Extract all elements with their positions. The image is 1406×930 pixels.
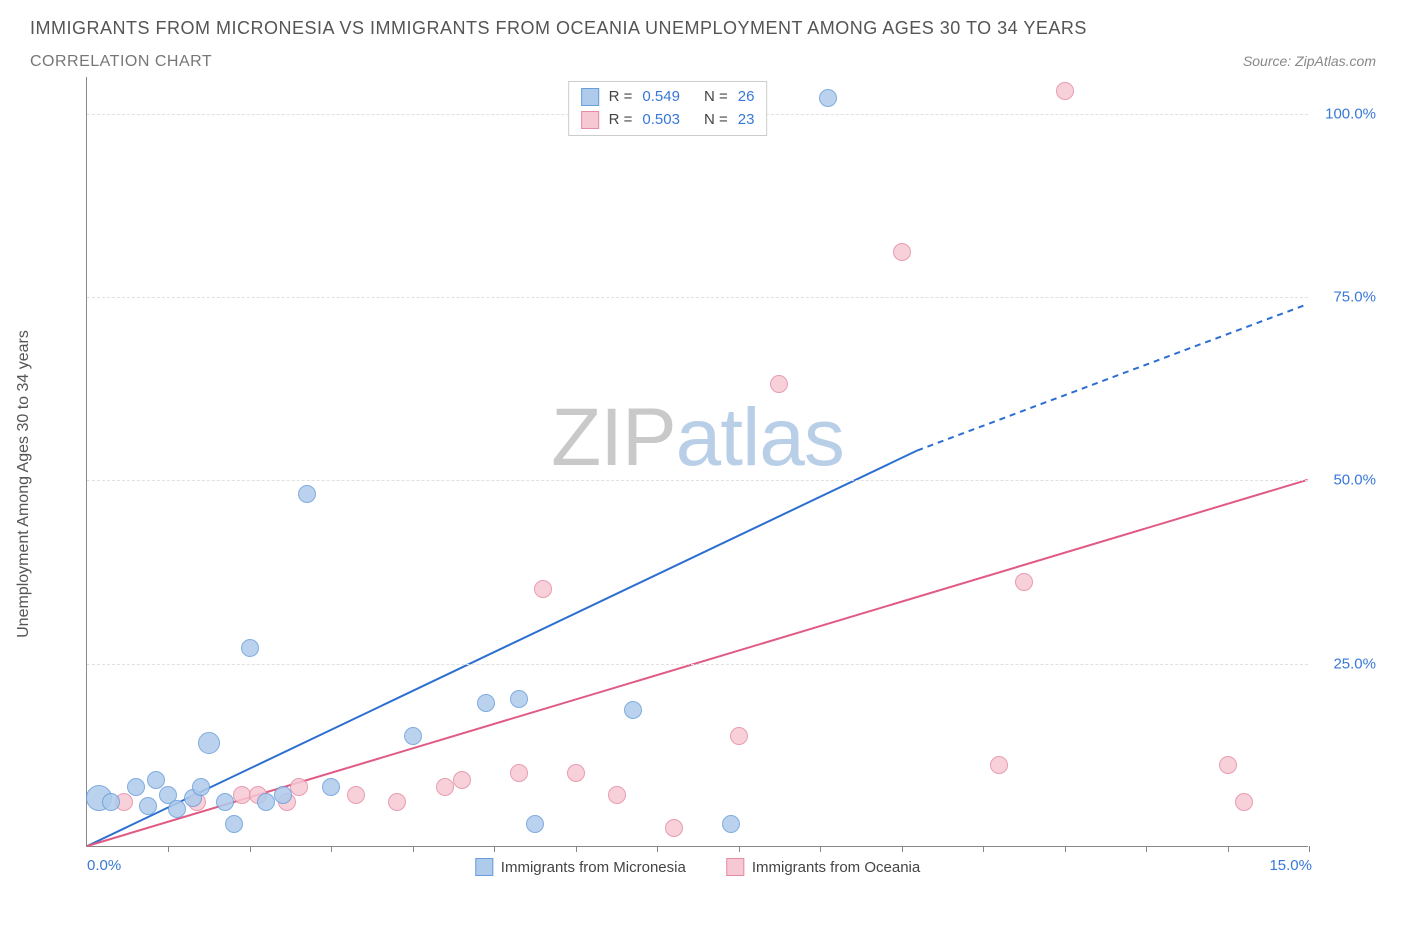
- data-point: [241, 639, 259, 657]
- data-point: [233, 786, 251, 804]
- data-point: [290, 778, 308, 796]
- data-point: [1219, 756, 1237, 774]
- x-tick: [1146, 846, 1147, 852]
- data-point: [198, 732, 220, 754]
- y-tick-label: 100.0%: [1325, 105, 1376, 122]
- data-point: [1015, 573, 1033, 591]
- r-label: R =: [609, 109, 633, 132]
- x-tick: [494, 846, 495, 852]
- chart-subtitle: CORRELATION CHART: [30, 53, 212, 71]
- x-tick: [1065, 846, 1066, 852]
- x-tick: [1228, 846, 1229, 852]
- trend-line: [87, 451, 917, 846]
- data-point: [1056, 82, 1074, 100]
- x-tick: [1309, 846, 1310, 852]
- data-point: [192, 778, 210, 796]
- data-point: [819, 89, 837, 107]
- legend-item: Immigrants from Oceania: [726, 858, 920, 876]
- legend: Immigrants from Micronesia Immigrants fr…: [475, 858, 920, 876]
- r-value: 0.503: [642, 109, 680, 132]
- y-tick-label: 25.0%: [1333, 655, 1376, 672]
- trend-lines-layer: [87, 77, 1308, 846]
- data-point: [453, 771, 471, 789]
- y-axis-label: Unemployment Among Ages 30 to 34 years: [15, 330, 33, 638]
- subtitle-row: CORRELATION CHART Source: ZipAtlas.com: [30, 53, 1376, 71]
- data-point: [770, 375, 788, 393]
- data-point: [510, 764, 528, 782]
- n-label: N =: [704, 109, 728, 132]
- x-tick: [413, 846, 414, 852]
- data-point: [1235, 793, 1253, 811]
- data-point: [567, 764, 585, 782]
- legend-swatch-1: [726, 858, 744, 876]
- x-tick: [739, 846, 740, 852]
- r-value: 0.549: [642, 86, 680, 109]
- gridline: [87, 664, 1308, 665]
- legend-label: Immigrants from Micronesia: [501, 859, 686, 876]
- data-point: [388, 793, 406, 811]
- x-axis-max-label: 15.0%: [1269, 857, 1312, 874]
- x-tick: [168, 846, 169, 852]
- data-point: [322, 778, 340, 796]
- x-tick: [250, 846, 251, 852]
- data-point: [624, 701, 642, 719]
- data-point: [216, 793, 234, 811]
- data-point: [102, 793, 120, 811]
- data-point: [665, 819, 683, 837]
- data-point: [127, 778, 145, 796]
- data-point: [608, 786, 626, 804]
- gridline: [87, 297, 1308, 298]
- r-label: R =: [609, 86, 633, 109]
- data-point: [168, 800, 186, 818]
- n-value: 23: [738, 109, 755, 132]
- data-point: [225, 815, 243, 833]
- x-tick: [902, 846, 903, 852]
- data-point: [893, 243, 911, 261]
- stats-row: R = 0.549 N = 26: [581, 86, 755, 109]
- x-tick: [331, 846, 332, 852]
- x-tick: [576, 846, 577, 852]
- x-tick: [657, 846, 658, 852]
- n-value: 26: [738, 86, 755, 109]
- data-point: [404, 727, 422, 745]
- series-swatch-0: [581, 88, 599, 106]
- n-label: N =: [704, 86, 728, 109]
- stats-row: R = 0.503 N = 23: [581, 109, 755, 132]
- y-tick-label: 50.0%: [1333, 472, 1376, 489]
- data-point: [436, 778, 454, 796]
- series-swatch-1: [581, 111, 599, 129]
- data-point: [139, 797, 157, 815]
- data-point: [990, 756, 1008, 774]
- trend-line-extrapolated: [917, 304, 1308, 450]
- x-tick: [820, 846, 821, 852]
- x-tick: [983, 846, 984, 852]
- data-point: [257, 793, 275, 811]
- legend-swatch-0: [475, 858, 493, 876]
- data-point: [526, 815, 544, 833]
- chart-container: Unemployment Among Ages 30 to 34 years Z…: [30, 77, 1376, 891]
- legend-item: Immigrants from Micronesia: [475, 858, 686, 876]
- data-point: [722, 815, 740, 833]
- correlation-stats-box: R = 0.549 N = 26 R = 0.503 N = 23: [568, 81, 768, 136]
- x-axis-min-label: 0.0%: [87, 857, 121, 874]
- legend-label: Immigrants from Oceania: [752, 859, 920, 876]
- data-point: [730, 727, 748, 745]
- plot-area: ZIPatlas R = 0.549 N = 26 R = 0.503 N = …: [86, 77, 1308, 847]
- data-point: [477, 694, 495, 712]
- data-point: [298, 485, 316, 503]
- data-point: [274, 786, 292, 804]
- data-point: [347, 786, 365, 804]
- gridline: [87, 480, 1308, 481]
- data-point: [510, 690, 528, 708]
- y-tick-label: 75.0%: [1333, 289, 1376, 306]
- data-point: [534, 580, 552, 598]
- source-label: Source: ZipAtlas.com: [1243, 53, 1376, 69]
- chart-title: IMMIGRANTS FROM MICRONESIA VS IMMIGRANTS…: [30, 18, 1376, 39]
